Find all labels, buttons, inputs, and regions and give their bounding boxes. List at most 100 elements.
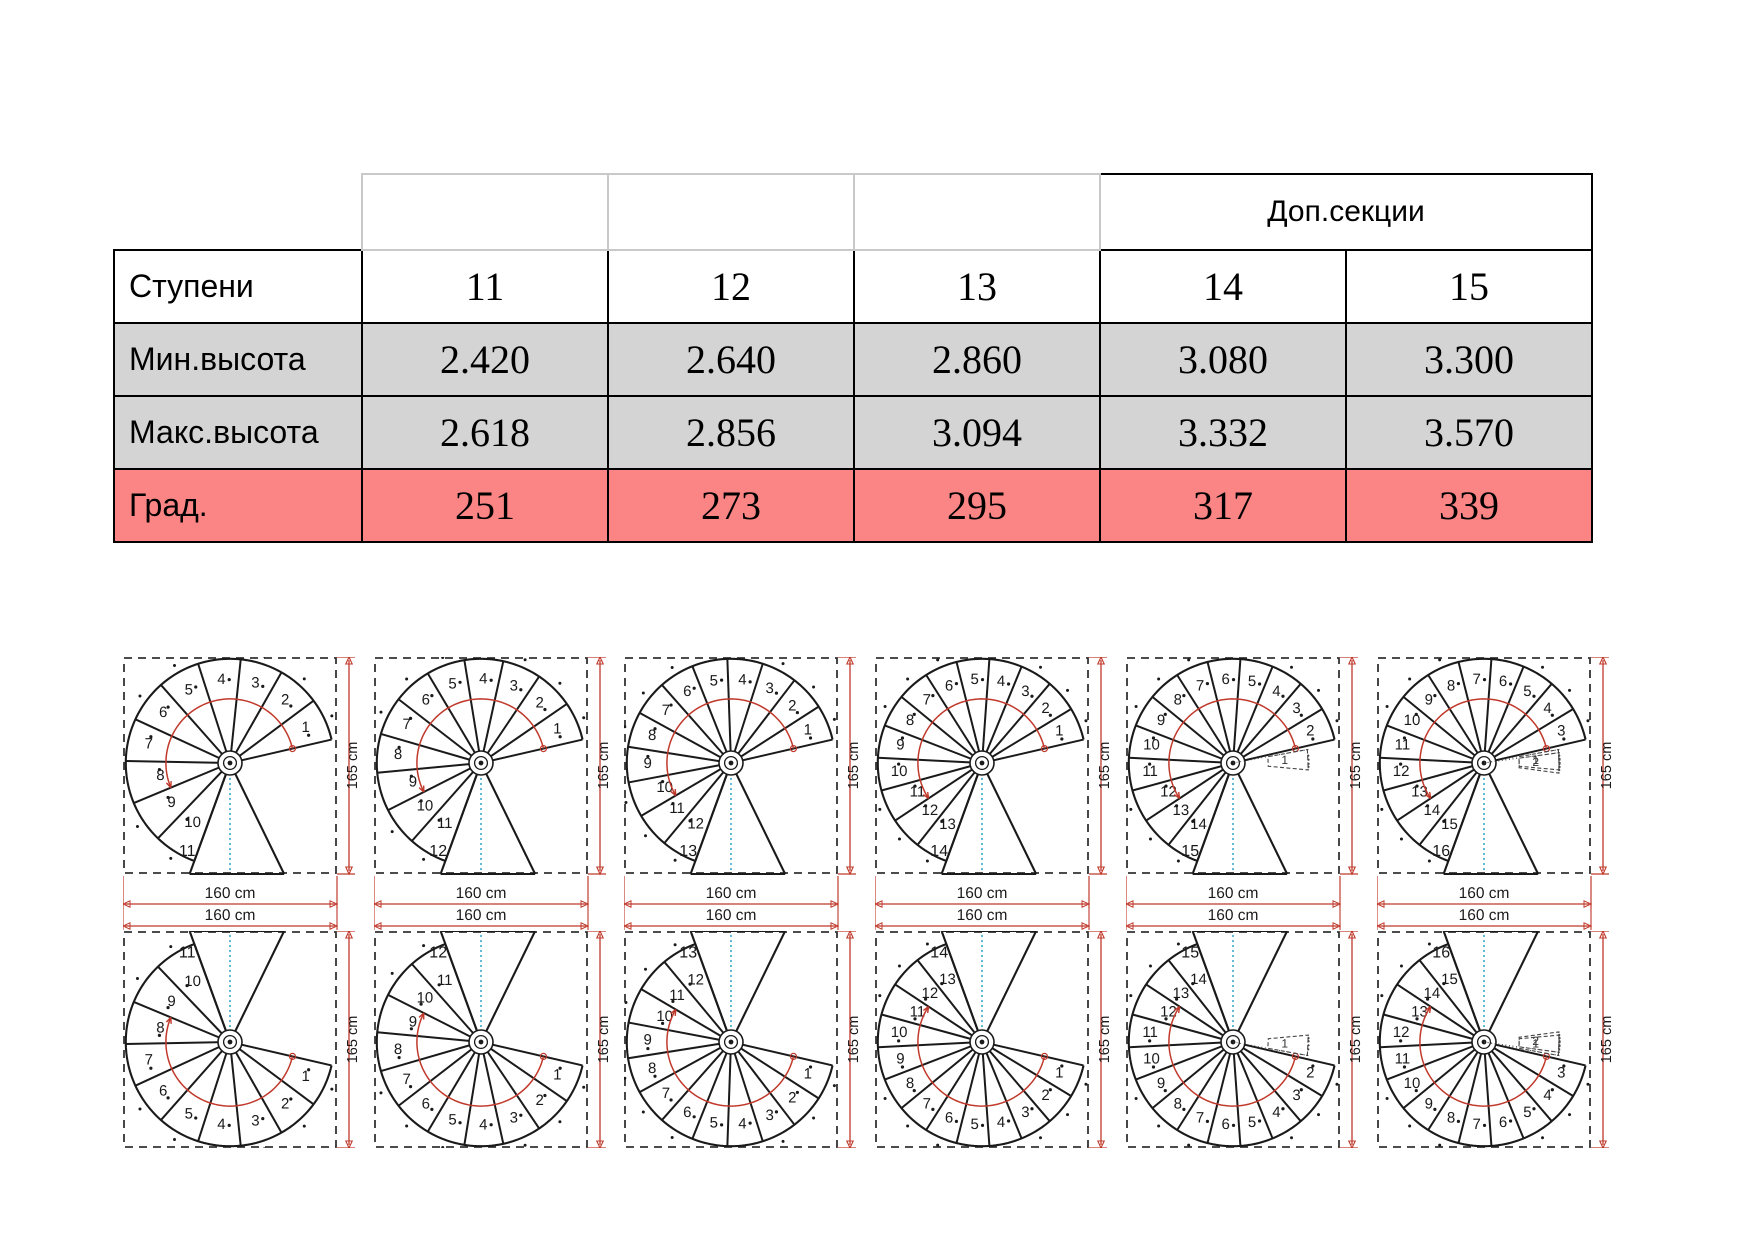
svg-text:6: 6 bbox=[1221, 671, 1229, 688]
svg-text:12: 12 bbox=[922, 984, 939, 1001]
svg-text:160 cm: 160 cm bbox=[455, 885, 506, 902]
svg-text:1: 1 bbox=[553, 1066, 561, 1083]
svg-text:11: 11 bbox=[1142, 1023, 1158, 1040]
svg-text:165 cm: 165 cm bbox=[846, 1015, 862, 1063]
svg-text:4: 4 bbox=[739, 1115, 747, 1132]
svg-text:4: 4 bbox=[1272, 1104, 1280, 1121]
svg-text:12: 12 bbox=[922, 802, 939, 819]
svg-text:160 cm: 160 cm bbox=[706, 885, 757, 902]
svg-text:160 cm: 160 cm bbox=[1458, 907, 1509, 924]
svg-text:7: 7 bbox=[402, 1070, 410, 1087]
svg-text:165 cm: 165 cm bbox=[846, 742, 862, 790]
svg-text:8: 8 bbox=[1446, 677, 1454, 694]
svg-text:3: 3 bbox=[509, 677, 517, 694]
svg-text:4: 4 bbox=[479, 1116, 487, 1133]
svg-text:11: 11 bbox=[670, 987, 686, 1004]
svg-text:6: 6 bbox=[159, 1082, 167, 1099]
svg-text:8: 8 bbox=[394, 746, 402, 763]
svg-text:6: 6 bbox=[159, 704, 167, 721]
svg-text:3: 3 bbox=[1021, 1104, 1029, 1121]
svg-text:8: 8 bbox=[156, 767, 164, 784]
svg-text:7: 7 bbox=[662, 1085, 670, 1102]
svg-text:160 cm: 160 cm bbox=[455, 907, 506, 924]
svg-text:4: 4 bbox=[739, 671, 747, 688]
svg-text:6: 6 bbox=[683, 1103, 691, 1120]
svg-text:15: 15 bbox=[1441, 816, 1458, 833]
svg-text:11: 11 bbox=[179, 843, 196, 860]
svg-text:4: 4 bbox=[217, 671, 225, 688]
svg-text:14: 14 bbox=[1190, 971, 1207, 988]
svg-text:13: 13 bbox=[680, 944, 698, 961]
svg-text:2: 2 bbox=[1041, 1086, 1049, 1103]
svg-text:5: 5 bbox=[185, 682, 193, 699]
svg-text:165 cm: 165 cm bbox=[1097, 742, 1113, 790]
svg-text:5: 5 bbox=[185, 1105, 193, 1122]
svg-text:4: 4 bbox=[1543, 1086, 1551, 1103]
svg-text:4: 4 bbox=[479, 671, 487, 688]
svg-text:9: 9 bbox=[1157, 1074, 1165, 1091]
svg-text:12: 12 bbox=[1160, 783, 1177, 800]
svg-text:3: 3 bbox=[1557, 1064, 1565, 1081]
svg-text:12: 12 bbox=[429, 843, 447, 860]
svg-text:9: 9 bbox=[896, 737, 904, 754]
svg-text:15: 15 bbox=[1181, 843, 1199, 860]
svg-text:4: 4 bbox=[997, 1114, 1005, 1131]
svg-text:10: 10 bbox=[1143, 1050, 1160, 1067]
svg-text:5: 5 bbox=[971, 1116, 979, 1133]
svg-text:3: 3 bbox=[509, 1109, 517, 1126]
svg-text:1: 1 bbox=[1532, 753, 1539, 767]
svg-text:165 cm: 165 cm bbox=[1348, 1015, 1364, 1063]
svg-text:10: 10 bbox=[1143, 737, 1160, 754]
svg-text:11: 11 bbox=[1394, 737, 1410, 754]
svg-text:16: 16 bbox=[1432, 843, 1450, 860]
svg-text:9: 9 bbox=[408, 1013, 416, 1030]
svg-text:1: 1 bbox=[1532, 1036, 1539, 1050]
svg-text:5: 5 bbox=[1248, 1114, 1256, 1131]
svg-text:2: 2 bbox=[281, 1095, 289, 1112]
svg-text:1: 1 bbox=[301, 719, 309, 736]
svg-text:6: 6 bbox=[421, 1095, 429, 1112]
svg-text:14: 14 bbox=[1423, 802, 1440, 819]
svg-text:7: 7 bbox=[1472, 671, 1480, 688]
svg-text:5: 5 bbox=[448, 676, 456, 693]
svg-text:12: 12 bbox=[429, 944, 447, 961]
svg-text:9: 9 bbox=[167, 794, 175, 811]
svg-text:8: 8 bbox=[156, 1019, 164, 1036]
svg-text:11: 11 bbox=[670, 800, 686, 817]
svg-text:9: 9 bbox=[896, 1050, 904, 1067]
svg-text:3: 3 bbox=[251, 1112, 259, 1129]
svg-text:7: 7 bbox=[1472, 1116, 1480, 1133]
svg-text:1: 1 bbox=[804, 722, 812, 739]
svg-text:3: 3 bbox=[1557, 723, 1565, 740]
svg-text:4: 4 bbox=[1272, 683, 1280, 700]
svg-text:5: 5 bbox=[971, 671, 979, 688]
svg-text:7: 7 bbox=[145, 735, 153, 752]
svg-text:8: 8 bbox=[1446, 1109, 1454, 1126]
svg-text:8: 8 bbox=[648, 1059, 656, 1076]
svg-text:2: 2 bbox=[535, 1092, 543, 1109]
svg-text:3: 3 bbox=[766, 680, 774, 697]
svg-text:165 cm: 165 cm bbox=[345, 742, 361, 790]
svg-text:15: 15 bbox=[1441, 971, 1458, 988]
svg-text:13: 13 bbox=[1411, 783, 1428, 800]
svg-text:160 cm: 160 cm bbox=[205, 885, 256, 902]
svg-text:5: 5 bbox=[710, 672, 718, 689]
svg-text:1: 1 bbox=[553, 720, 561, 737]
svg-text:6: 6 bbox=[1498, 673, 1506, 690]
svg-text:165 cm: 165 cm bbox=[596, 742, 612, 790]
svg-text:13: 13 bbox=[939, 971, 956, 988]
svg-text:1: 1 bbox=[1055, 723, 1063, 740]
svg-text:11: 11 bbox=[1394, 1050, 1410, 1067]
svg-text:2: 2 bbox=[535, 695, 543, 712]
svg-text:2: 2 bbox=[1041, 700, 1049, 717]
svg-text:14: 14 bbox=[930, 944, 948, 961]
svg-text:165 cm: 165 cm bbox=[1599, 1015, 1615, 1063]
svg-text:13: 13 bbox=[680, 843, 698, 860]
svg-text:4: 4 bbox=[997, 673, 1005, 690]
svg-text:4: 4 bbox=[217, 1115, 225, 1132]
svg-text:2: 2 bbox=[789, 698, 797, 715]
svg-text:10: 10 bbox=[184, 814, 201, 831]
svg-text:8: 8 bbox=[394, 1040, 402, 1057]
svg-text:1: 1 bbox=[804, 1065, 812, 1082]
svg-text:7: 7 bbox=[145, 1051, 153, 1068]
